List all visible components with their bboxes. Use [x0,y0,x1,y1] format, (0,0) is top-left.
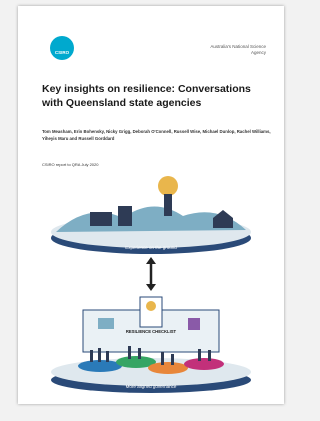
icon [146,301,156,311]
house [213,210,233,228]
building [90,212,112,226]
checklist-label: RESILIENCE CHECKLIST [126,329,177,334]
illustration: Experience on the ground RESILIENCE CHEC… [18,6,284,404]
pad [184,358,224,370]
arrow-head [146,284,156,291]
page: CSIRO Australia's National Science Agenc… [18,6,284,404]
icon [188,318,200,330]
top-label: Experience on the ground [125,245,177,250]
building [118,206,132,226]
arrow-head [146,257,156,264]
icon [98,318,114,329]
figure [158,176,178,196]
figure [164,194,172,216]
pad [148,362,188,374]
bottom-label: More aligned governance [126,384,177,389]
